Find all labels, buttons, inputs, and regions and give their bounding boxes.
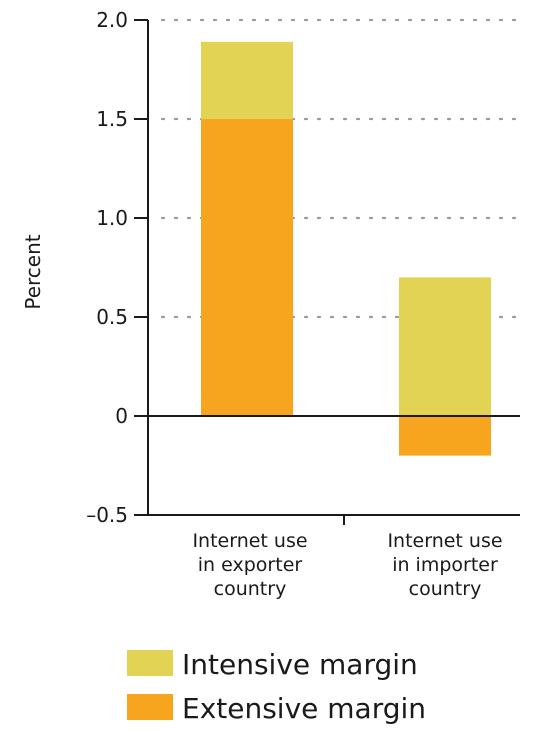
x-category-label-line: in exporter xyxy=(198,554,303,576)
x-category-label-line: country xyxy=(409,578,482,600)
legend-swatch xyxy=(127,650,173,676)
y-tick-label: 2.0 xyxy=(96,8,128,32)
legend-label: Extensive margin xyxy=(182,692,426,725)
legend-swatch xyxy=(127,694,173,720)
bar-extensive-margin xyxy=(201,119,293,416)
bar-intensive-margin xyxy=(399,277,491,416)
y-axis-label: Percent xyxy=(21,234,45,309)
y-tick-label: 1.5 xyxy=(96,107,128,131)
y-tick-label: 1.0 xyxy=(96,206,128,230)
axes xyxy=(134,19,520,525)
y-tick-label: 0 xyxy=(115,404,128,428)
x-category-label: Internet use in exporter country xyxy=(192,530,307,600)
y-tick-labels: 2.0 1.5 1.0 0.5 0 –0.5 xyxy=(86,8,128,527)
bar-extensive-margin xyxy=(399,416,491,456)
x-category-label: Internet use in importer country xyxy=(387,530,502,600)
bars xyxy=(201,41,491,456)
bar-intensive-margin xyxy=(201,41,293,119)
y-tick-label: –0.5 xyxy=(86,503,128,527)
y-tick-label: 0.5 xyxy=(96,305,128,329)
legend-label: Intensive margin xyxy=(182,648,418,681)
x-category-label-line: Internet use xyxy=(192,530,307,552)
x-category-label-line: Internet use xyxy=(387,530,502,552)
legend: Intensive margin Extensive margin xyxy=(127,648,426,725)
x-category-label-line: country xyxy=(214,578,287,600)
x-category-label-line: in importer xyxy=(392,554,498,576)
